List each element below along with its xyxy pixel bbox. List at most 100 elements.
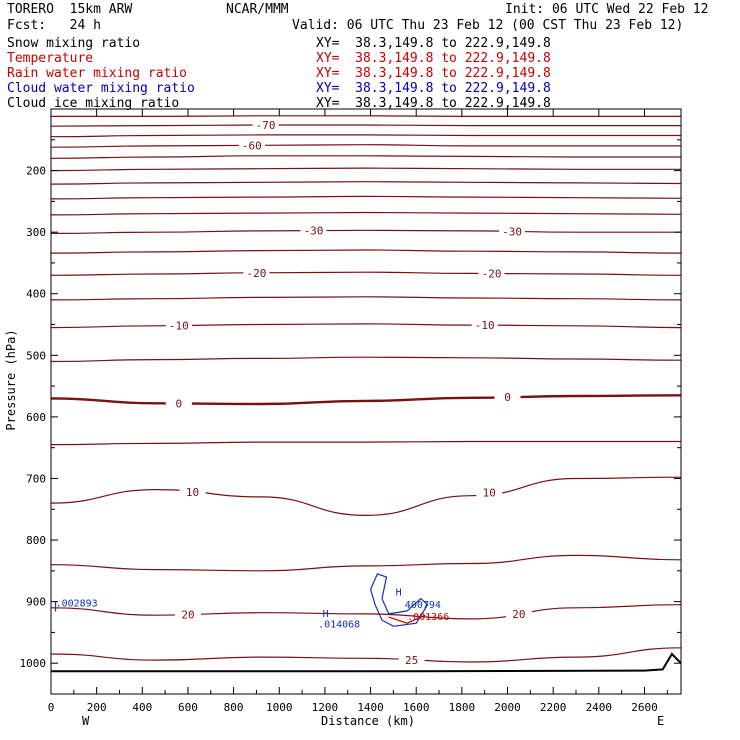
isotherm-line: [50, 155, 681, 159]
y-tick-label: 800: [26, 534, 46, 547]
x-tick-label: 1800: [449, 701, 476, 714]
x-tick-label: 1200: [312, 701, 339, 714]
isotherm-group: [50, 115, 682, 663]
isotherm-label-bg: [476, 486, 503, 499]
isotherm-line: [50, 647, 682, 663]
isotherm-line: [50, 229, 682, 234]
y-axis-title: Pressure (hPa): [4, 329, 18, 430]
isotherm-line: [50, 356, 682, 363]
x-tick-label: 2000: [494, 701, 521, 714]
isotherm-line: [50, 271, 682, 276]
high-marker: H: [396, 587, 402, 598]
east-label: E: [657, 714, 664, 728]
isotherm-label-bg: [471, 319, 498, 332]
isotherm-label-bg: [165, 397, 192, 410]
max-value-label: .001366: [407, 612, 449, 623]
isotherm-label-bg: [300, 224, 327, 237]
isotherm-label-bg: [499, 225, 526, 238]
x-tick-label: 2600: [631, 701, 658, 714]
model-title: TORERO 15km ARW: [7, 2, 133, 17]
organization: NCAR/MMM: [226, 2, 289, 17]
y-tick-label: 400: [26, 288, 46, 301]
field-cloudwater-label: Cloud water mixing ratio: [7, 81, 195, 96]
cloud-water-contour: [369, 573, 429, 627]
y-tick-label: 200: [26, 165, 46, 178]
isotherm-label: 10: [483, 487, 496, 500]
isotherm-line: [50, 604, 682, 620]
field-temperature-xy: XY= 38.3,149.8 to 222.9,149.8: [316, 51, 551, 66]
init-time: Init: 06 UTC Wed 22 Feb 12: [505, 2, 709, 17]
y-tick-label: 900: [26, 596, 46, 609]
valid-time: Valid: 06 UTC Thu 23 Feb 12 (00 CST Thu …: [292, 18, 684, 33]
x-tick-label: 1400: [357, 701, 384, 714]
field-snow-xy: XY= 38.3,149.8 to 222.9,149.8: [316, 36, 551, 51]
isotherm-line: [50, 144, 681, 148]
x-tick-label: 2200: [540, 701, 567, 714]
isotherm-label: -70: [256, 119, 276, 132]
isotherm-line: [50, 296, 682, 301]
y-tick-label: 600: [26, 411, 46, 424]
forecast-hour: Fcst: 24 h: [7, 18, 101, 33]
x-tick-label: 600: [178, 701, 198, 714]
isotherm-label: 20: [181, 608, 194, 621]
field-temperature-label: Temperature: [7, 51, 94, 66]
x-tick-label: 0: [48, 701, 55, 714]
field-rain-label: Rain water mixing ratio: [7, 66, 188, 81]
isotherm-label-bg: [505, 607, 532, 620]
field-cloudwater-xy: XY= 38.3,149.8 to 222.9,149.8: [316, 81, 551, 96]
max-value-label: .002893: [56, 599, 98, 610]
west-label: W: [82, 714, 90, 728]
isotherm-label-bg: [494, 391, 521, 404]
x-tick-label: 1000: [266, 701, 293, 714]
x-tick-label: 1600: [403, 701, 430, 714]
isotherm-label-bg: [398, 653, 425, 666]
isotherm-label-bg: [165, 319, 192, 332]
isotherm-label-bg: [179, 486, 206, 499]
isotherm-label-bg: [238, 139, 265, 152]
y-tick-label: 700: [26, 472, 46, 485]
isotherm-line: [50, 124, 681, 127]
terrain-line: [51, 652, 682, 673]
field-rain-xy: XY= 38.3,149.8 to 222.9,149.8: [316, 66, 551, 81]
cloud-water-group: [54, 573, 429, 627]
isotherm-label: -20: [246, 267, 266, 280]
isotherm-label: -30: [502, 225, 522, 238]
isotherm-label: 0: [504, 391, 511, 404]
isotherm-line: [50, 394, 682, 406]
isotherm-label-bg: [478, 267, 505, 280]
isotherm-line: [50, 440, 681, 446]
y-tick-label: 500: [26, 349, 46, 362]
isotherm-label: -10: [475, 319, 495, 332]
isotherm-label: -20: [482, 268, 502, 281]
high-marker: H: [323, 609, 329, 620]
isotherm-line: [50, 554, 682, 572]
isotherm-label: -30: [304, 225, 324, 238]
isotherm-label: 10: [186, 486, 199, 499]
isotherm-line: [50, 476, 682, 517]
y-tick-label: 1000: [20, 657, 47, 670]
isotherm-label: -10: [169, 319, 189, 332]
ground-group: [51, 652, 682, 673]
isotherm-label-bg: [174, 608, 201, 621]
isotherm-label: -60: [242, 139, 262, 152]
isotherm-label-bg: [243, 266, 270, 279]
x-tick-label: 800: [224, 701, 244, 714]
isotherm-line: [50, 167, 681, 172]
isotherm-label: 0: [176, 397, 183, 410]
field-cloudice-label: Cloud ice mixing ratio: [7, 96, 180, 111]
y-tick-label: 300: [26, 226, 46, 239]
isotherm-line: [50, 195, 682, 200]
max-value-label: .014068: [318, 619, 360, 630]
x-axis-title: Distance (km): [321, 714, 415, 728]
isotherm-line: [50, 134, 681, 138]
isotherm-label: 25: [405, 654, 418, 667]
isotherm-line: [50, 181, 682, 185]
isotherm-line: [50, 323, 682, 329]
x-tick-label: 400: [132, 701, 152, 714]
isotherm-line: [51, 115, 681, 117]
isotherm-line: [50, 211, 682, 216]
max-value-label: 400794: [405, 600, 441, 611]
